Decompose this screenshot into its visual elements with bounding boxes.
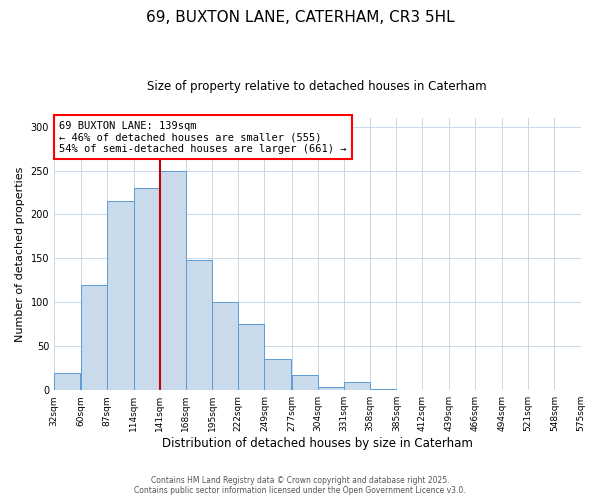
Bar [318,386,344,390]
Bar [344,382,370,390]
Bar [54,372,80,390]
Bar [212,302,238,390]
X-axis label: Distribution of detached houses by size in Caterham: Distribution of detached houses by size … [162,437,473,450]
Text: 69, BUXTON LANE, CATERHAM, CR3 5HL: 69, BUXTON LANE, CATERHAM, CR3 5HL [146,10,454,25]
Y-axis label: Number of detached properties: Number of detached properties [15,166,25,342]
Bar [265,358,290,390]
Bar [186,260,212,390]
Bar [107,202,134,390]
Bar [238,324,265,390]
Text: 69 BUXTON LANE: 139sqm
← 46% of detached houses are smaller (555)
54% of semi-de: 69 BUXTON LANE: 139sqm ← 46% of detached… [59,120,347,154]
Bar [81,285,107,390]
Bar [134,188,160,390]
Bar [292,376,318,390]
Title: Size of property relative to detached houses in Caterham: Size of property relative to detached ho… [148,80,487,93]
Bar [160,170,186,390]
Text: Contains HM Land Registry data © Crown copyright and database right 2025.
Contai: Contains HM Land Registry data © Crown c… [134,476,466,495]
